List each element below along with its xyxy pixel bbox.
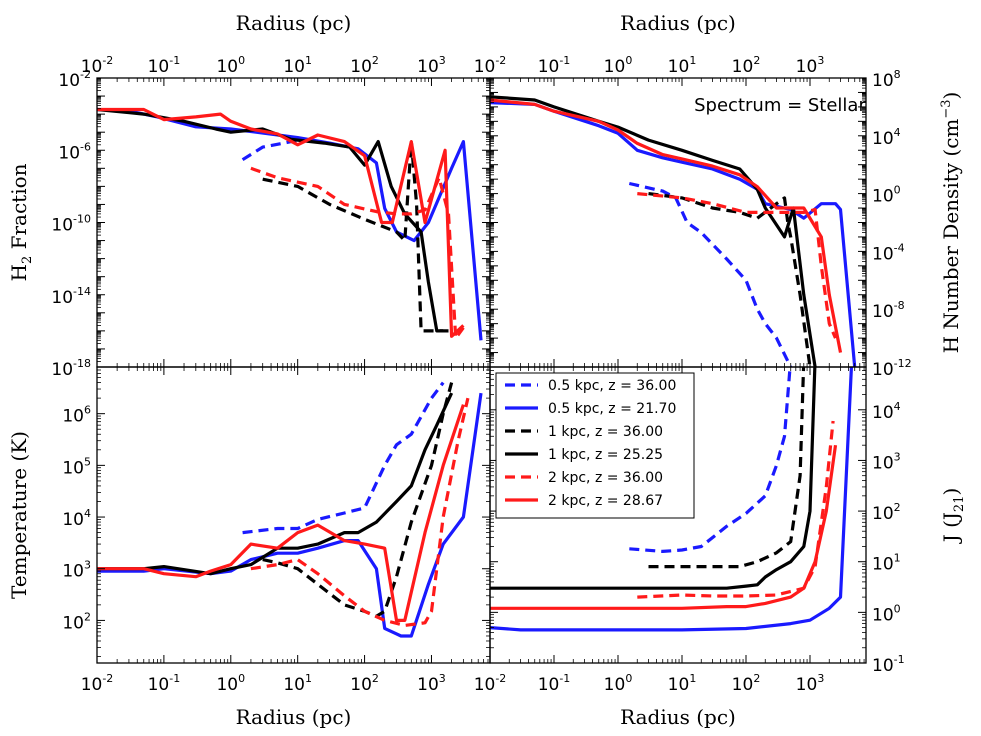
xtick-label-bottom-bl: 100 <box>216 672 245 695</box>
xtick-label-bottom-br: 103 <box>796 672 825 695</box>
xtick-label-bottom-bl: 103 <box>417 672 446 695</box>
series-br-k_solid <box>490 367 817 590</box>
series-tl-r_dash <box>250 166 465 340</box>
ylabel-tl: H2 Fraction <box>7 163 35 281</box>
xlabel-top-tl: Radius (pc) <box>236 11 352 35</box>
xtick-label-top-tl: 103 <box>417 54 446 77</box>
xlabel-top-tr: Radius (pc) <box>620 11 736 35</box>
ytick-label-tl: 10-18 <box>51 357 91 380</box>
xtick-label-bottom-br: 100 <box>604 672 633 695</box>
ytick-label-tr: 108 <box>872 68 901 91</box>
xtick-label-top-tl: 10-1 <box>148 54 181 77</box>
series-bl-r_dash <box>250 397 470 628</box>
series-tl-r_solid <box>97 107 465 338</box>
series-tl-b_solid <box>97 107 483 341</box>
xtick-label-top-tr: 101 <box>668 54 697 77</box>
series-tr-r_solid <box>490 98 843 353</box>
xtick-label-top-tr: 10-1 <box>538 54 571 77</box>
ytick-label-bl: 105 <box>62 455 91 478</box>
series-tr-b_dash <box>628 181 793 367</box>
xtick-label-bottom-bl: 102 <box>350 672 379 695</box>
series-br-r_solid <box>490 444 838 610</box>
xtick-label-bottom-br: 10-2 <box>474 672 507 695</box>
panel-bl-series <box>97 381 483 638</box>
series-bl-k_dash <box>262 382 454 618</box>
ytick-label-br: 10-1 <box>872 653 905 676</box>
ytick-label-bl: 102 <box>62 610 91 633</box>
series-tr-k_dash <box>648 192 812 367</box>
series-bl-k_solid <box>97 392 454 576</box>
ytick-label-br: 101 <box>872 552 901 575</box>
panel-tl-series <box>97 107 483 341</box>
xtick-label-top-tl: 10-2 <box>81 54 114 77</box>
legend-box <box>495 372 695 519</box>
frames-layer <box>96 77 867 664</box>
ylabel-bl: Temperature (K) <box>7 431 31 599</box>
xtick-label-bottom-br: 101 <box>668 672 697 695</box>
ytick-label-tl: 10-14 <box>51 285 91 308</box>
xtick-label-top-tl: 100 <box>216 54 245 77</box>
ytick-label-br: 100 <box>872 602 901 625</box>
legend-label-k_solid: 1 kpc, z = 25.25 <box>548 447 663 463</box>
series-tl-k_dash <box>262 140 444 333</box>
series-br-r_dash <box>637 420 835 599</box>
xtick-label-top-tr: 102 <box>732 54 761 77</box>
series-tr-k_solid <box>490 95 817 367</box>
series-layer <box>97 95 857 638</box>
series-br-b_solid <box>490 367 854 632</box>
labels-layer: 10-2 10-6 10-10 10-14 10-18 10-2 10-1 100 101 102… <box>7 11 967 729</box>
ytick-label-tr: 100 <box>872 184 901 207</box>
ytick-label-tl: 10-10 <box>51 213 91 236</box>
legend-label-k_dash: 1 kpc, z = 36.00 <box>548 424 663 440</box>
ytick-label-br: 102 <box>872 501 901 524</box>
ytick-label-tr: 10-8 <box>872 299 905 322</box>
legend-label-b_dash: 0.5 kpc, z = 36.00 <box>548 378 676 394</box>
ticks-layer <box>96 77 866 664</box>
legend: 0.5 kpc, z = 36.00 0.5 kpc, z = 21.70 1 kp… <box>495 372 695 519</box>
series-tl-k_solid <box>97 107 449 333</box>
ytick-label-br: 103 <box>872 450 901 473</box>
xtick-label-bottom-bl: 10-2 <box>81 672 114 695</box>
annotation-spectrum: Spectrum = Stellar <box>694 95 866 116</box>
ytick-label-bl: 106 <box>62 404 91 427</box>
series-br-k_dash <box>648 367 806 569</box>
series-tr-r_dash <box>637 192 837 339</box>
xtick-label-bottom-br: 10-1 <box>538 672 571 695</box>
series-bl-b_solid <box>97 392 483 638</box>
series-br-b_dash <box>629 367 792 554</box>
xtick-label-bottom-bl: 101 <box>283 672 312 695</box>
xlabel-bottom-br: Radius (pc) <box>620 705 736 729</box>
ytick-label-tr: 10-4 <box>872 241 905 264</box>
legend-label-r_solid: 2 kpc, z = 28.67 <box>548 493 663 509</box>
xlabel-bottom-bl: Radius (pc) <box>236 705 352 729</box>
ytick-label-tr: 10-12 <box>872 357 912 380</box>
ytick-label-tr: 104 <box>872 126 901 149</box>
xtick-label-top-tl: 101 <box>283 54 312 77</box>
ylabel-br: J (J21) <box>939 488 967 545</box>
series-tr-b_solid <box>490 101 857 367</box>
panel-tr-series <box>490 95 857 367</box>
legend-label-r_dash: 2 kpc, z = 36.00 <box>548 470 663 486</box>
ytick-label-br: 104 <box>872 400 901 423</box>
panel-br-series <box>490 367 854 632</box>
xtick-label-top-tr: 103 <box>796 54 825 77</box>
xtick-label-top-tr: 100 <box>604 54 633 77</box>
panel-br-frame <box>489 366 867 664</box>
ytick-label-tl: 10-2 <box>58 68 91 91</box>
xtick-label-top-tr: 10-2 <box>474 54 507 77</box>
ytick-label-bl: 104 <box>62 507 91 530</box>
series-bl-r_solid <box>97 404 465 623</box>
ylabel-tr: H Number Density (cm−3) <box>939 92 963 354</box>
ytick-label-tl: 10-6 <box>58 140 91 163</box>
ytick-label-bl: 103 <box>62 559 91 582</box>
xtick-label-top-tl: 102 <box>350 54 379 77</box>
xtick-label-bottom-bl: 10-1 <box>148 672 181 695</box>
series-bl-b_dash <box>242 381 445 535</box>
legend-label-b_solid: 0.5 kpc, z = 21.70 <box>548 401 676 417</box>
xtick-label-bottom-br: 102 <box>732 672 761 695</box>
panel-tl-frame <box>96 77 491 368</box>
